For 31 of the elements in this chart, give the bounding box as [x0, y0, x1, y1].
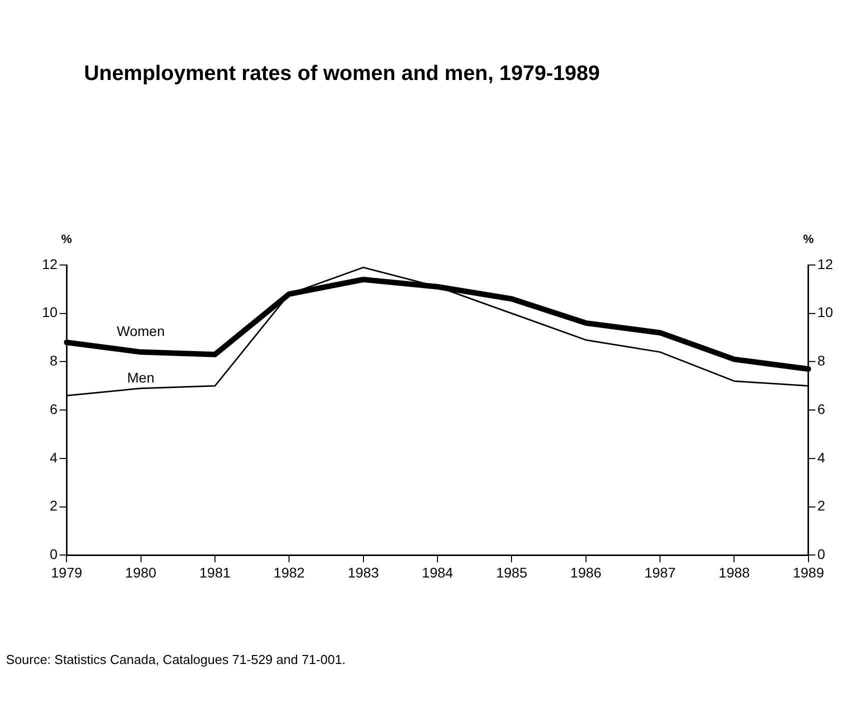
x-tick-label: 1984 [422, 564, 454, 580]
x-tick-label: 1985 [496, 564, 528, 580]
y2-tick-label: 2 [817, 498, 826, 514]
y-tick-label: 4 [50, 449, 58, 466]
y-tick-label: 0 [50, 546, 58, 562]
x-tick-label: 1986 [570, 564, 602, 580]
x-tick-label: 1988 [718, 564, 750, 580]
y2-tick-label: 12 [817, 256, 834, 272]
y2-tick-label: 4 [817, 449, 826, 466]
y-tick-label: 10 [42, 304, 58, 320]
series-label: Women [116, 323, 165, 340]
y-tick-label: 12 [42, 256, 58, 272]
y-tick-label: 2 [50, 498, 58, 514]
y2-axis-title: % [803, 232, 814, 246]
y-tick-label: 8 [50, 352, 58, 369]
y2-tick-label: 10 [817, 304, 834, 320]
x-tick-label: 1983 [348, 564, 380, 580]
chart-title: Unemployment rates of women and men, 1979-1989 [84, 62, 600, 86]
y2-tick-label: 8 [817, 352, 826, 369]
x-tick-label: 1980 [125, 564, 157, 580]
x-tick-label: 1979 [50, 564, 82, 580]
x-tick-label: 1981 [199, 564, 231, 580]
source-note: Source: Statistics Canada, Catalogues 71-529 and 71-001. [6, 652, 346, 667]
y2-tick-label: 0 [817, 546, 826, 562]
series-label: Men [127, 369, 154, 386]
x-tick-label: 1987 [644, 564, 676, 580]
y-axis-title: % [61, 232, 72, 246]
x-tick-label: 1989 [792, 564, 824, 580]
y-tick-label: 6 [50, 400, 58, 417]
x-tick-label: 1982 [274, 564, 305, 580]
y2-tick-label: 6 [817, 400, 826, 417]
